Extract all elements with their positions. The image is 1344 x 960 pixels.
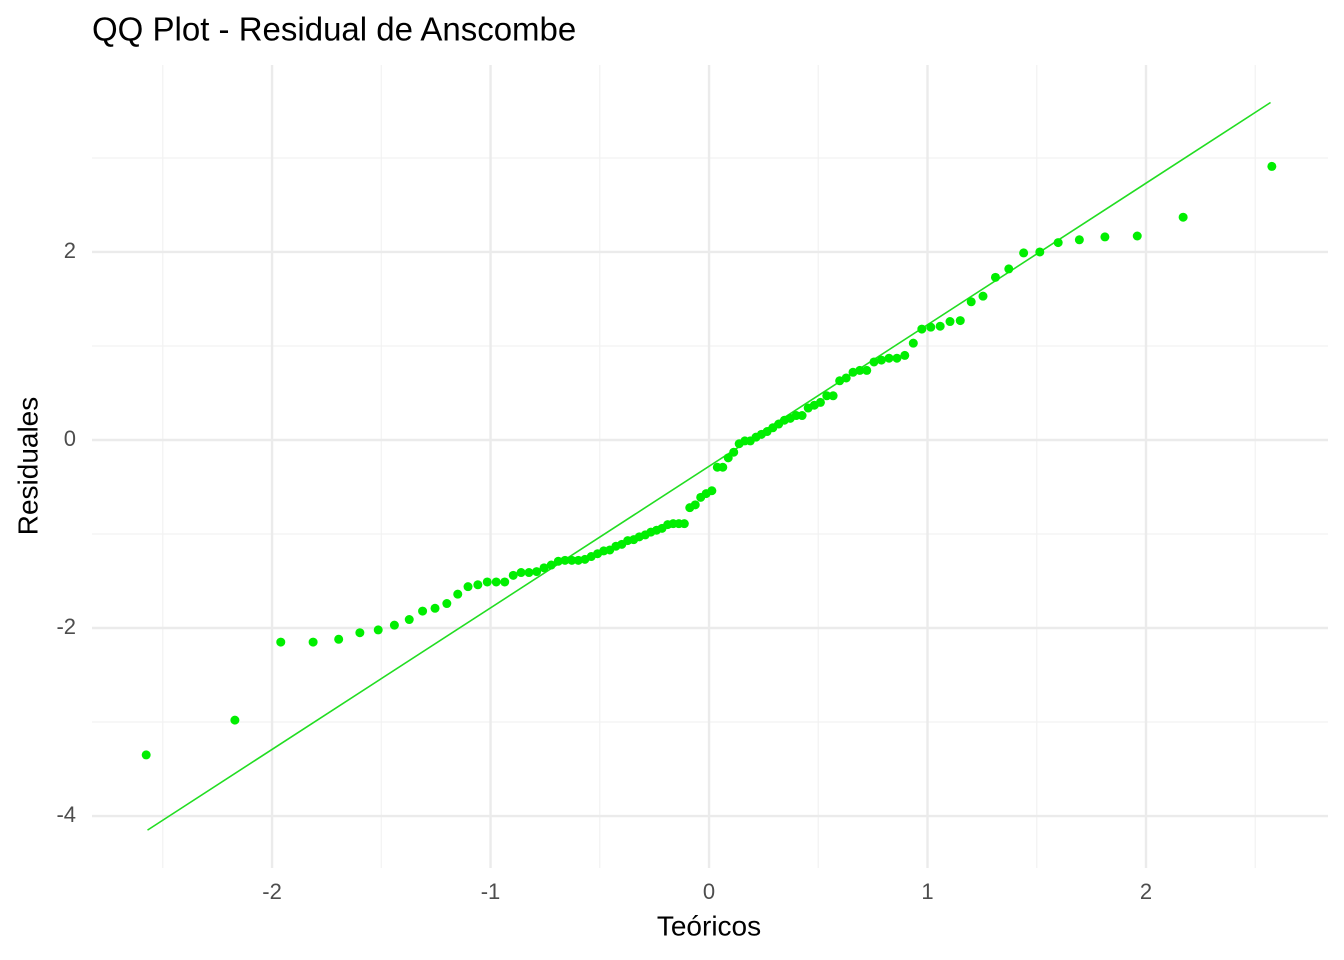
point xyxy=(723,453,733,463)
point xyxy=(892,353,902,363)
point xyxy=(546,560,556,570)
point xyxy=(1267,161,1277,171)
point xyxy=(1053,238,1063,248)
point xyxy=(389,620,399,630)
point xyxy=(978,291,988,301)
point xyxy=(276,637,286,647)
x-tick-label: 0 xyxy=(703,879,715,904)
point xyxy=(567,555,577,565)
point xyxy=(718,462,728,472)
point xyxy=(500,577,510,587)
y-tick-label: -2 xyxy=(56,614,76,639)
point xyxy=(418,606,428,616)
chart-title: QQ Plot - Residual de Anscombe xyxy=(92,11,576,48)
point xyxy=(876,355,886,365)
point xyxy=(955,316,965,326)
y-tick-label: -4 xyxy=(56,802,76,827)
point xyxy=(373,625,383,635)
point xyxy=(334,634,344,644)
point xyxy=(553,556,563,566)
point xyxy=(532,567,542,577)
y-tick-label: 0 xyxy=(64,426,76,451)
point xyxy=(966,297,976,307)
point xyxy=(560,555,570,565)
point xyxy=(797,411,807,421)
point xyxy=(679,519,689,529)
point xyxy=(945,317,955,327)
x-tick-label: -2 xyxy=(262,879,282,904)
point xyxy=(230,715,240,725)
point xyxy=(442,599,452,609)
point xyxy=(1178,212,1188,222)
point xyxy=(1132,231,1142,241)
point xyxy=(355,628,365,638)
x-tick-label: 1 xyxy=(921,879,933,904)
point xyxy=(900,350,910,360)
point xyxy=(935,321,945,331)
point xyxy=(729,447,739,457)
reference-line xyxy=(147,101,1271,831)
x-tick-label: 2 xyxy=(1140,879,1152,904)
point xyxy=(1074,235,1084,245)
point xyxy=(524,568,534,578)
point xyxy=(926,322,936,332)
point xyxy=(141,750,151,760)
point xyxy=(508,570,518,580)
point xyxy=(690,500,700,510)
point xyxy=(473,580,483,590)
point xyxy=(453,589,463,599)
point xyxy=(308,637,318,647)
y-tick-label: 2 xyxy=(64,238,76,263)
point xyxy=(539,563,549,573)
point xyxy=(815,397,825,407)
point xyxy=(828,391,838,401)
point xyxy=(822,391,832,401)
point xyxy=(862,365,872,375)
point xyxy=(707,486,717,496)
point xyxy=(884,353,894,363)
point xyxy=(855,365,865,375)
point xyxy=(1035,247,1045,257)
x-tick-label: -1 xyxy=(481,879,501,904)
point xyxy=(482,577,492,587)
point xyxy=(1004,264,1014,274)
point xyxy=(917,324,927,334)
point xyxy=(1019,248,1029,258)
point xyxy=(404,615,414,625)
point xyxy=(430,603,440,613)
y-axis-title: Residuales xyxy=(12,397,43,536)
point xyxy=(463,582,473,592)
point xyxy=(908,338,918,348)
marks xyxy=(141,101,1277,831)
point xyxy=(516,568,526,578)
point xyxy=(1100,232,1110,242)
point xyxy=(491,577,501,587)
x-axis-title: Teóricos xyxy=(657,910,761,941)
point xyxy=(848,367,858,377)
point xyxy=(841,373,851,383)
point xyxy=(869,357,879,367)
point xyxy=(990,272,1000,282)
